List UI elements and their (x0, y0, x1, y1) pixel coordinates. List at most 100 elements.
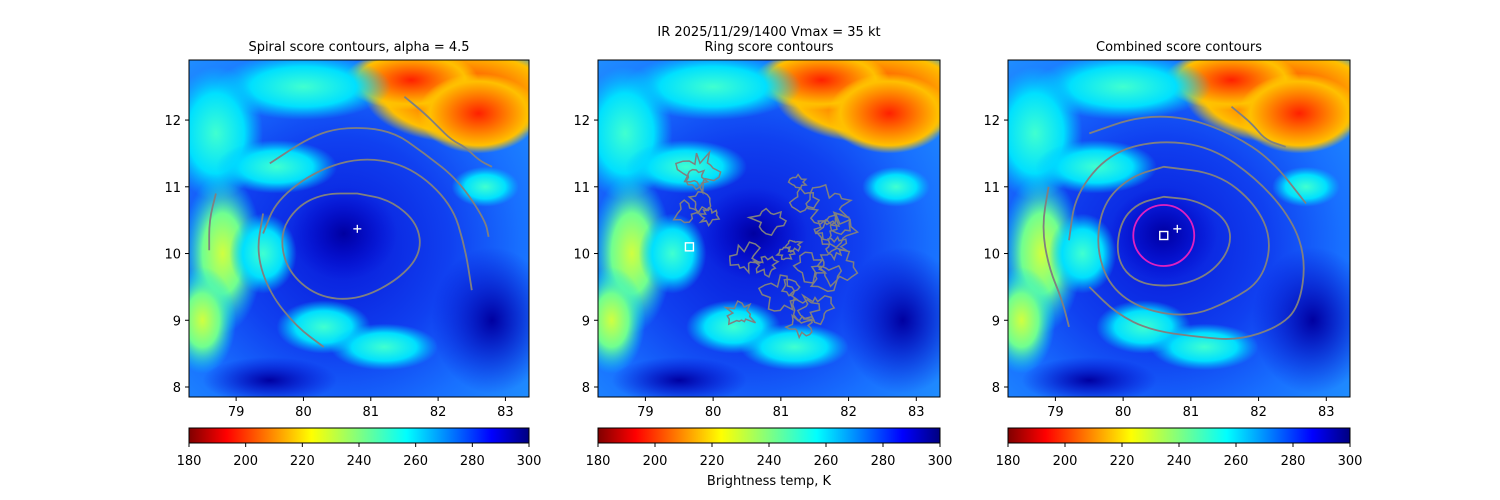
ring-contour-line (792, 297, 821, 324)
colorbar-tick-label: 240 (1167, 454, 1192, 469)
combined-contour-line (1230, 106, 1286, 148)
colorbar-tick-label: 280 (871, 454, 896, 469)
ring-contour-line (729, 241, 762, 275)
ir-cloud-patch (638, 213, 707, 294)
y-tick-label: 11 (164, 181, 181, 196)
ring-contour-line (796, 293, 836, 326)
colorbar-tick-label: 220 (700, 454, 725, 469)
spiral-contour-line (208, 193, 217, 251)
ir-cloud-patch (189, 266, 237, 374)
ir-cloud-patch (451, 166, 519, 207)
spiral-contour-line (269, 127, 490, 237)
ir-cloud-patch (828, 73, 940, 154)
x-tick-label: 82 (840, 405, 857, 420)
y-tick-label: 8 (582, 381, 590, 396)
figure-suptitle: IR 2025/11/29/1400 Vmax = 35 kt (657, 25, 880, 40)
y-tick-label: 8 (992, 381, 1000, 396)
x-tick-label: 81 (1183, 405, 1200, 420)
x-tick-label: 83 (1318, 405, 1335, 420)
colorbar-tick-label: 180 (177, 454, 202, 469)
ir-cloud-patch (1150, 323, 1259, 371)
combined-radius-circle (1132, 204, 1196, 267)
ring-contour-line (784, 313, 813, 340)
y-tick-label: 9 (582, 314, 590, 329)
x-tick-label: 79 (228, 405, 245, 420)
ring-center-square-marker (684, 242, 695, 252)
plot-area (189, 60, 529, 397)
x-tick-label: 82 (430, 405, 447, 420)
ring-contour-line (751, 255, 780, 279)
ring-contour-line (788, 186, 821, 213)
x-tick-label: 81 (773, 405, 790, 420)
colorbar-tick-label: 260 (403, 454, 428, 469)
panel-title: Ring score contours (704, 40, 833, 55)
y-tick-label: 12 (983, 114, 1000, 129)
center-plus-marker (353, 224, 362, 233)
colorbar-tick-label: 260 (1224, 454, 1249, 469)
colorbar-tick-label: 240 (757, 454, 782, 469)
ir-cloud-patch (431, 246, 529, 394)
ir-cloud-patch (215, 60, 391, 121)
y-tick-label: 8 (173, 381, 181, 396)
ir-cloud-patch (862, 166, 930, 207)
combined-contour-line (1116, 195, 1231, 287)
colorbar-gradient (188, 427, 530, 444)
ir-cloud-patch (229, 213, 297, 294)
x-tick-label: 80 (1115, 405, 1132, 420)
ring-contour-line (780, 278, 801, 297)
x-tick-label: 82 (1250, 405, 1267, 420)
ir-cloud-patch (1251, 246, 1350, 394)
x-tick-label: 79 (637, 405, 654, 420)
panel-title: Spiral score contours, alpha = 4.5 (248, 40, 469, 55)
colorbar-label: Brightness temp, K (707, 474, 832, 489)
y-tick-label: 10 (573, 248, 590, 263)
ir-cloud-patch (740, 323, 849, 371)
ir-cloud-patch (1109, 186, 1218, 281)
ir-cloud-patch (1035, 60, 1212, 121)
panel-3: 79 80 81 82 83 8 9 10 11 12 Combined score contour… (983, 40, 1362, 469)
colorbar-tick-label: 240 (347, 454, 372, 469)
colorbar: 180 200 220 240 260 280 300 Brightness temp, K (586, 427, 952, 489)
ring-contour-line (792, 251, 828, 284)
spiral-contour-line (262, 158, 473, 291)
ir-cloud-patch (611, 356, 747, 397)
x-tick-label: 83 (908, 405, 925, 420)
ir-cloud-patch (1272, 166, 1340, 207)
y-tick-label: 9 (992, 314, 1000, 329)
ring-contour-line (805, 183, 853, 227)
colorbar-gradient (1007, 427, 1351, 444)
y-tick-label: 11 (983, 181, 1000, 196)
ring-contour-line (723, 300, 757, 326)
ir-cloud-patch (625, 140, 747, 194)
panel-title: Combined score contours (1096, 40, 1262, 55)
combined-contour-line (1089, 115, 1307, 205)
panel-1: 79 80 81 82 83 8 9 10 11 12 Spiral score contours,… (164, 40, 541, 469)
colorbar-tick-label: 280 (1281, 454, 1306, 469)
ring-contour-line (687, 190, 712, 215)
ring-contour-line (757, 274, 799, 312)
ir-cloud-patch (1048, 213, 1117, 294)
ring-contour-line (815, 213, 860, 249)
y-tick-label: 10 (164, 248, 181, 263)
spiral-contour-line (281, 192, 421, 300)
ir-cloud-patch (330, 323, 439, 371)
ir-cloud-patch (1238, 73, 1350, 154)
y-tick-label: 10 (983, 248, 1000, 263)
panel-2: 79 80 81 82 83 8 9 10 11 12 Ring score contours 180… (573, 40, 952, 489)
y-tick-label: 9 (173, 314, 181, 329)
spiral-contour-line (257, 213, 325, 348)
combined-contour-line (1068, 141, 1305, 340)
spiral-contour-line (403, 96, 493, 168)
colorbar-tick-label: 200 (643, 454, 668, 469)
axes-frame (1007, 59, 1351, 398)
ring-contour-line (813, 220, 838, 242)
colorbar-tick-label: 260 (814, 454, 839, 469)
y-tick-label: 11 (573, 181, 590, 196)
colorbar-tick-label: 180 (586, 454, 611, 469)
combined-contour-line (1097, 165, 1270, 316)
y-tick-label: 12 (164, 114, 181, 129)
ir-cloud-patch (289, 186, 398, 281)
colorbar-tick-label: 220 (290, 454, 315, 469)
axes-frame (597, 59, 941, 398)
